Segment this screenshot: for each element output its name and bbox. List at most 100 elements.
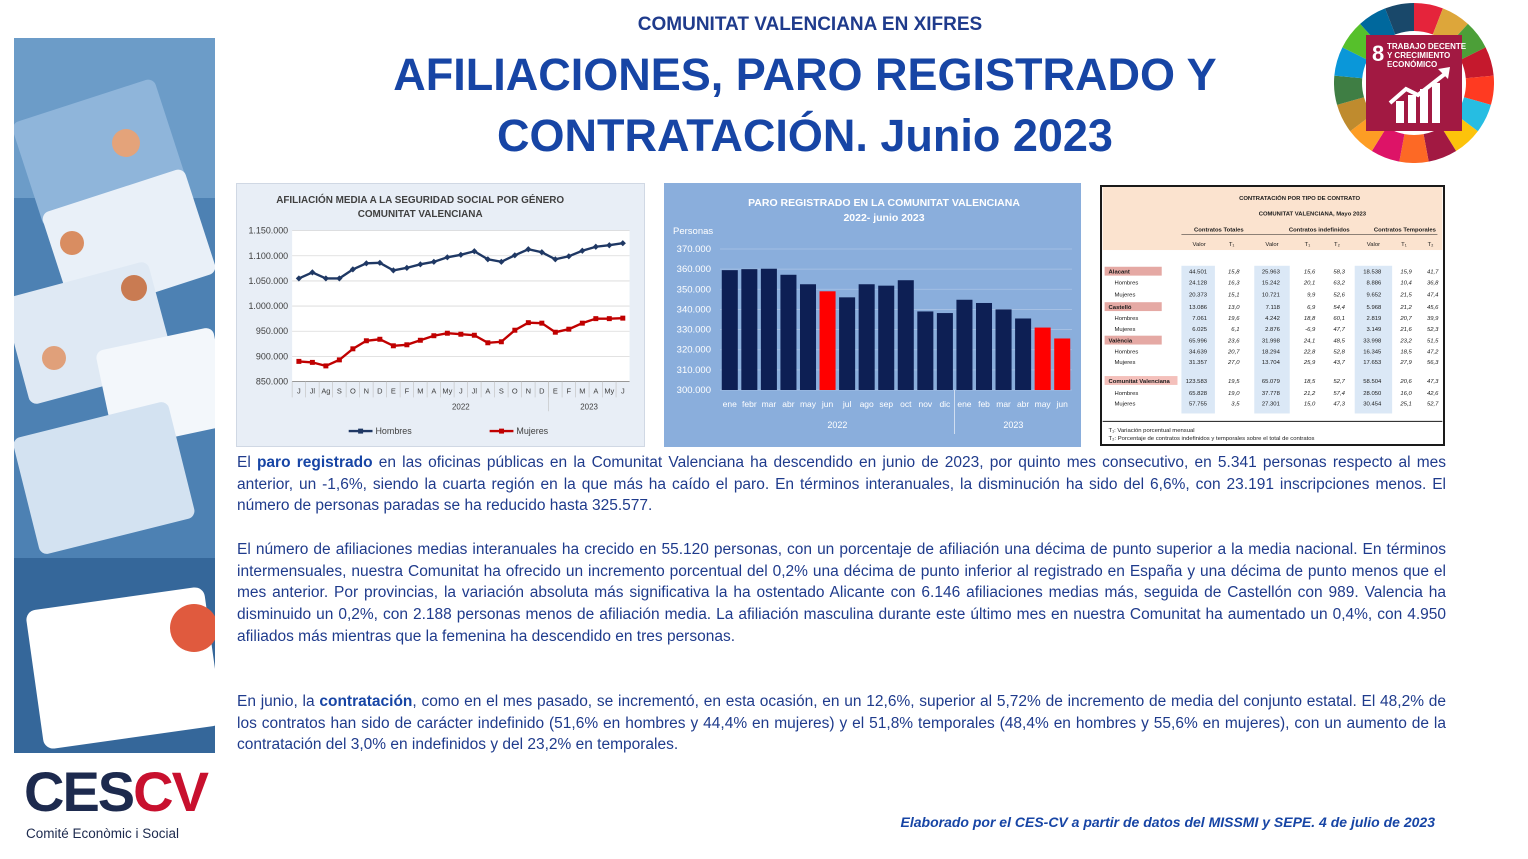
data-point [336,357,342,363]
table-cell: 65.996 [1189,339,1208,345]
table-cell: 18.294 [1262,349,1281,355]
sdg-ring-segment [1385,3,1414,35]
table-cell: 10.721 [1262,292,1280,298]
table-cell: 7.118 [1266,305,1281,311]
y-tick-label: 900.000 [256,351,288,361]
data-point [457,251,464,258]
table-row-label: Mujeres [1114,402,1135,408]
table-cell: 3,5 [1231,402,1240,408]
table-row-label: Hombres [1114,316,1138,322]
data-point [431,333,437,339]
logo-subtitle: Comité Econòmic i Social [26,826,180,841]
table-cell: 39,9 [1427,316,1439,322]
table-cell: 47,4 [1427,292,1439,298]
table-cell: 10,4 [1400,280,1412,286]
x-tick-label: F [405,386,410,395]
y-tick-label: 1.050.000 [248,276,288,286]
table-cell: 19,6 [1228,316,1240,322]
table-cell: 18,5 [1304,379,1316,385]
table-cell: 52,8 [1333,349,1345,355]
table-cell: 47,3 [1333,402,1345,408]
table-cell: 5.968 [1367,305,1382,311]
table-title: CONTRATACIÓN POR TIPO DE CONTRATO [1239,194,1360,202]
y-tick-label: 1.100.000 [248,251,288,261]
data-point [363,338,369,344]
sdg-ring-segment [1455,97,1491,132]
table-cell: 58.504 [1363,379,1382,385]
table-cell: 56,3 [1427,360,1439,366]
sidebar-illustration [14,38,215,753]
table-cell: 7.061 [1192,316,1207,322]
x-tick-label: feb [978,399,990,409]
data-point [444,330,450,336]
table-cell: 47,3 [1427,379,1439,385]
table-cell: 20,1 [1303,280,1315,286]
table-cell: 31.998 [1262,339,1281,345]
table-cell: 21,6 [1399,327,1412,333]
data-point [390,343,396,349]
x-tick-label: O [512,386,518,395]
table-cell: 9,9 [1307,292,1316,298]
sdg-ring-segment [1371,127,1405,162]
data-point [552,256,559,263]
x-tick-label: E [391,386,396,395]
table-cell: 15,6 [1304,270,1316,276]
x-tick-label: N [526,386,531,395]
cescv-wordmark: CESCV [24,760,209,824]
table-cell: 3.149 [1367,327,1382,333]
x-tick-label: My [604,386,614,395]
table-cell: 19,0 [1228,391,1240,397]
x-tick-label: may [1035,399,1052,409]
x-tick-label: D [539,386,545,395]
x-tick-label: S [499,386,504,395]
table-cell: 52,7 [1333,379,1345,385]
table-cell: -6,9 [1305,327,1316,333]
data-point [471,248,478,255]
x-tick-label: jun [1056,399,1069,409]
x-tick-label: O [350,386,356,395]
table-row-label: Mujeres [1114,360,1135,366]
table-cell: 25.963 [1262,270,1281,276]
sdg-ring-segment [1334,47,1368,79]
y-tick-label: 950.000 [256,326,288,336]
table-cell: 21,2 [1303,391,1316,397]
table-row-label: Hombres [1114,280,1138,286]
data-point [296,358,302,364]
x-tick-label: may [800,399,817,409]
unemployment-bar-chart: PARO REGISTRADO EN LA COMUNITAT VALENCIA… [664,183,1081,447]
data-point [552,329,558,335]
x-tick-label: ene [957,399,971,409]
data-point [606,316,612,322]
sdg-ring-segment [1423,127,1457,162]
table-region-label-bg [1104,376,1178,385]
x-tick-label: Ag [321,386,330,395]
x-tick-label: J [459,386,463,395]
legend-marker [499,428,505,434]
table-cell: 20.373 [1189,292,1208,298]
table-cell: 24,1 [1303,339,1315,345]
y-tick-label: 350.000 [677,284,711,295]
bar [897,280,914,390]
x-tick-label: Jl [472,386,478,395]
table-cell: 47,7 [1333,327,1345,333]
p3-text: , como en el mes pasado, se incrementó, … [237,693,1446,754]
x-tick-label: D [377,386,383,395]
table-cell: 30.454 [1363,402,1382,408]
bar [956,299,973,390]
sdg-badge: 8 TRABAJO DECENTE Y CRECIMIENTO ECONÓMIC… [1334,3,1494,163]
value-column-bg [1181,265,1215,414]
chart2-subtitle: 2022- junio 2023 [843,212,924,224]
table-row-label: Mujeres [1114,327,1135,333]
x-tick-label: S [337,386,342,395]
contracts-table: CONTRATACIÓN POR TIPO DE CONTRATO COMUNI… [1100,185,1445,446]
x-tick-label: M [417,386,423,395]
bar [858,284,875,390]
bar [760,268,777,390]
p1-keyword: paro registrado [256,454,373,471]
table-cell: 15,0 [1304,402,1316,408]
x-tick-label: mar [996,399,1011,409]
footer-credit: Elaborado por el CES-CV a partir de dato… [900,814,1435,830]
table-cell: 17.653 [1363,360,1382,366]
bar [819,291,836,390]
y-tick-label: 300.000 [677,385,711,396]
